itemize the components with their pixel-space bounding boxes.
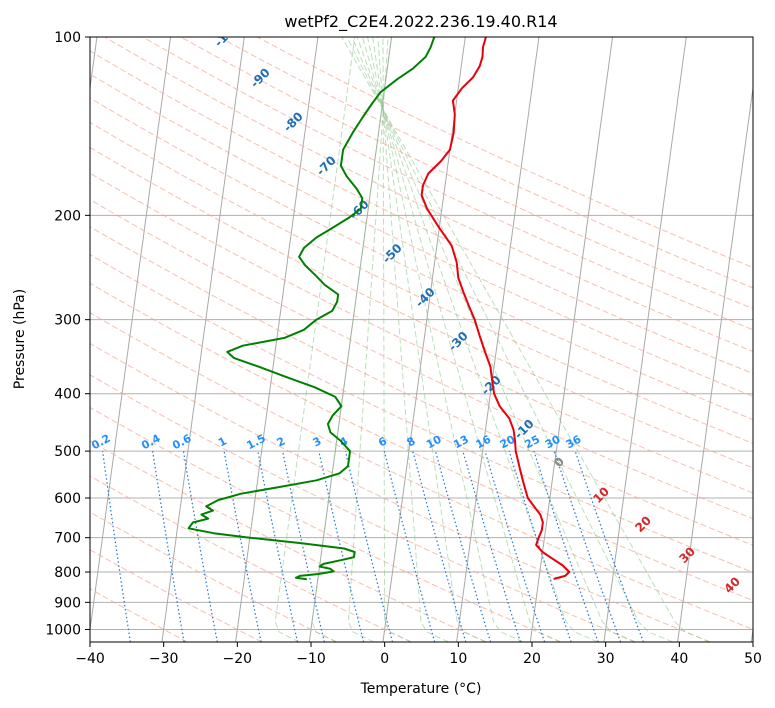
dry-adiabat-line	[90, 226, 753, 546]
y-tick-label: 600	[54, 491, 81, 507]
mixing-ratio-line	[318, 450, 365, 642]
x-axis-title: Temperature (°C)	[360, 681, 482, 697]
x-tick-label: 20	[523, 651, 541, 667]
mixing-ratio-line	[223, 450, 262, 642]
mixing-ratio-line	[282, 450, 325, 642]
mixing-ratio-line	[508, 450, 572, 642]
moist-adiabat-line	[361, 37, 561, 642]
y-tick-label: 1000	[45, 622, 81, 638]
mixing-ratio-line	[484, 450, 546, 642]
x-tick-label: −40	[75, 651, 105, 667]
moist-adiabat-line	[377, 37, 449, 642]
x-tick-label: 30	[597, 651, 615, 667]
moist-adiabat-line	[382, 37, 412, 642]
dry-adiabat-line	[218, 37, 753, 289]
dry-adiabat-line	[90, 121, 753, 444]
mixing-ratio-label: 16	[474, 433, 494, 452]
x-tick-label: −10	[296, 651, 326, 667]
moist-adiabat-line	[367, 37, 524, 642]
mixing-ratio-line	[182, 451, 218, 642]
y-tick-label: 400	[54, 387, 81, 403]
mixing-ratio-line	[383, 450, 436, 642]
mixing-ratio-line	[533, 450, 599, 642]
x-tick-label: −30	[149, 651, 179, 667]
moist-adiabat-line	[311, 37, 393, 642]
moist-adiabat-line	[356, 37, 599, 642]
isotherm-line	[603, 37, 687, 642]
mixing-ratio-label: 36	[564, 433, 584, 452]
y-tick-label: 800	[54, 565, 81, 581]
y-tick-label: 300	[54, 313, 81, 329]
mixing-ratio-label: 10	[424, 433, 444, 452]
y-tick-label: 700	[54, 531, 81, 547]
isotherm-line	[161, 37, 245, 642]
mixing-ratio-line	[102, 451, 131, 642]
dry-adiabat-line	[104, 37, 753, 353]
dry-adiabat-line	[90, 374, 636, 642]
mixing-ratio-line	[344, 450, 394, 642]
x-tick-label: 40	[670, 651, 688, 667]
isotherm-line	[382, 37, 466, 642]
x-tick-label: 50	[744, 651, 762, 667]
dry-adiabat-line	[90, 146, 753, 469]
mixing-ratio-label: 13	[451, 433, 471, 452]
mixing-ratio-line	[152, 451, 185, 642]
dry-adiabat-line	[90, 475, 412, 642]
dry-adiabat-line	[90, 172, 753, 494]
moist-adiabat-line	[372, 37, 487, 642]
mixing-ratio-label: 25	[522, 433, 542, 452]
dry-adiabat-line	[256, 37, 753, 269]
y-tick-label: 200	[54, 208, 81, 224]
x-tick-label: 0	[380, 651, 389, 667]
isotherm-line	[90, 37, 172, 634]
y-tick-label: 500	[54, 444, 81, 460]
mixing-ratio-line	[553, 450, 622, 642]
mixing-ratio-line	[412, 450, 467, 642]
y-tick-label: 900	[54, 595, 81, 611]
dry-adiabat-line	[90, 50, 753, 375]
moist-adiabat-line	[347, 37, 389, 642]
plot-frame	[89, 36, 754, 643]
dry-adiabat-line	[142, 37, 753, 331]
x-tick-label: −20	[223, 651, 253, 667]
mixing-ratio-line	[434, 450, 492, 642]
axes: −40 −30 −20 −10 0 10 20 30 40 50 100 200 300 400 500 60…	[45, 30, 762, 667]
x-tick-label: 10	[449, 651, 467, 667]
y-axis-title: Pressure (hPa)	[12, 289, 28, 389]
chart-title: wetPf2_C2E4.2022.236.19.40.R14	[284, 12, 557, 32]
mixing-ratio-line	[574, 450, 644, 642]
moist-adiabat-line	[274, 37, 356, 642]
dry-adiabat-line	[90, 97, 753, 421]
moist-adiabat-line	[346, 37, 673, 642]
isotherm-line	[677, 84, 753, 642]
dry-adiabat-line	[90, 73, 753, 397]
isotherm-line	[529, 37, 614, 642]
dry-adiabat-line	[90, 312, 753, 630]
dry-adiabat-line	[90, 511, 337, 642]
moist-adiabat-line	[341, 37, 711, 642]
temperature-profile-line	[420, 37, 571, 580]
mixing-ratio-line	[462, 450, 521, 642]
y-tick-label: 100	[54, 30, 81, 46]
mixing-ratio-label: 20	[498, 433, 518, 452]
dewpoint-profile-line	[187, 37, 436, 581]
mixing-ratio-line	[257, 450, 299, 642]
mixing-ratio-label: 30	[543, 433, 563, 452]
